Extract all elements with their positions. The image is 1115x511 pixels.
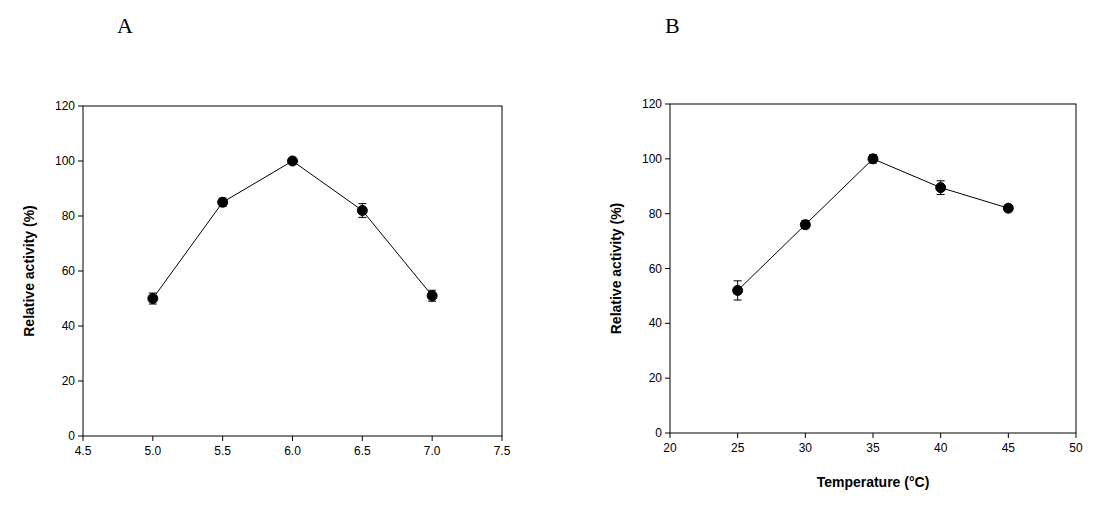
y-tick-label: 120	[642, 97, 662, 111]
data-area	[733, 154, 1014, 300]
x-tick-label: 7.0	[424, 444, 441, 458]
x-tick-label: 5.5	[214, 444, 231, 458]
y-axis-label: Relative activity (%)	[608, 203, 624, 335]
x-tick	[362, 436, 363, 441]
y-tick	[78, 436, 83, 437]
data-point	[936, 183, 946, 193]
error-bar	[869, 155, 877, 163]
y-tick	[665, 213, 670, 214]
x-tick-label: 6.5	[354, 444, 371, 458]
x-tick	[502, 436, 503, 441]
y-tick	[665, 158, 670, 159]
x-tick-label: 4.5	[75, 444, 92, 458]
y-tick-label: 100	[55, 154, 75, 168]
x-tick-label: 50	[1069, 441, 1083, 455]
y-tick	[665, 433, 670, 434]
x-tick	[83, 436, 84, 441]
error-bar	[149, 293, 157, 304]
data-point	[357, 206, 367, 216]
y-tick-label: 0	[68, 429, 75, 443]
x-tick	[222, 436, 223, 441]
y-tick	[665, 268, 670, 269]
error-bar-cap	[734, 300, 742, 301]
panel-label: B	[665, 13, 680, 38]
error-bar	[801, 221, 809, 229]
x-tick-label: 20	[663, 441, 677, 455]
y-tick-label: 0	[655, 426, 662, 440]
chart: B20253035404550020406080100120Relative a…	[608, 13, 1083, 490]
panel-label: A	[117, 13, 133, 38]
error-bar-cap	[358, 217, 366, 218]
error-bar	[428, 290, 436, 301]
error-bar-cap	[937, 180, 945, 181]
data-point	[868, 154, 878, 164]
x-tick	[1076, 433, 1077, 438]
x-tick	[432, 436, 433, 441]
chart: A 4.5 5.0 5.5 6.0 6.5 7.0 7.5 0 20 40 60 80 100 120 Rel…	[21, 13, 511, 458]
error-bar	[219, 198, 227, 206]
data-point	[288, 156, 298, 166]
y-tick-label: 60	[62, 264, 76, 278]
y-tick	[78, 106, 83, 107]
y-tick-label: 40	[649, 316, 663, 330]
series-line	[153, 161, 432, 299]
x-tick-label: 35	[866, 441, 880, 455]
y-tick-label: 20	[62, 374, 76, 388]
series-line	[738, 159, 1009, 291]
error-bar-cap	[358, 203, 366, 204]
y-tick	[665, 323, 670, 324]
error-bar	[358, 204, 366, 218]
y-tick-label: 60	[649, 262, 663, 276]
data-point	[427, 291, 437, 301]
y-tick	[665, 104, 670, 105]
y-tick	[78, 271, 83, 272]
x-tick	[1008, 433, 1009, 438]
error-bar	[734, 281, 742, 300]
y-tick	[78, 326, 83, 327]
x-tick	[873, 433, 874, 438]
y-tick-label: 120	[55, 99, 75, 113]
y-tick-label: 80	[62, 209, 76, 223]
error-bar-cap	[937, 194, 945, 195]
error-bar	[937, 181, 945, 195]
data-area	[148, 156, 437, 304]
data-point	[218, 197, 228, 207]
figure: A4.55.05.56.06.57.07.5020406080100120Rel…	[0, 0, 1115, 511]
error-bar-cap	[734, 280, 742, 281]
x-tick	[670, 433, 671, 438]
data-point	[800, 220, 810, 230]
plot-frame	[670, 104, 1076, 433]
x-tick	[152, 436, 153, 441]
y-tick	[665, 378, 670, 379]
x-tick-label: 40	[934, 441, 948, 455]
x-tick	[940, 433, 941, 438]
x-axis-label: Temperature (°C)	[817, 474, 930, 490]
x-tick	[292, 436, 293, 441]
data-point	[1003, 203, 1013, 213]
x-tick-label: 5.0	[144, 444, 161, 458]
y-tick	[78, 381, 83, 382]
y-axis-label: Relative activity (%)	[21, 205, 37, 337]
y-tick-label: 20	[649, 371, 663, 385]
y-tick	[78, 216, 83, 217]
x-tick-label: 25	[731, 441, 745, 455]
x-tick	[805, 433, 806, 438]
x-tick-label: 45	[1002, 441, 1016, 455]
x-tick-label: 7.5	[494, 444, 511, 458]
data-point	[148, 294, 158, 304]
y-tick-label: 40	[62, 319, 76, 333]
y-tick-label: 100	[642, 152, 662, 166]
y-tick-label: 80	[649, 207, 663, 221]
data-point	[733, 285, 743, 295]
x-tick-label: 6.0	[284, 444, 301, 458]
x-tick	[737, 433, 738, 438]
x-tick-label: 30	[799, 441, 813, 455]
y-tick	[78, 161, 83, 162]
plot-frame	[83, 106, 502, 436]
